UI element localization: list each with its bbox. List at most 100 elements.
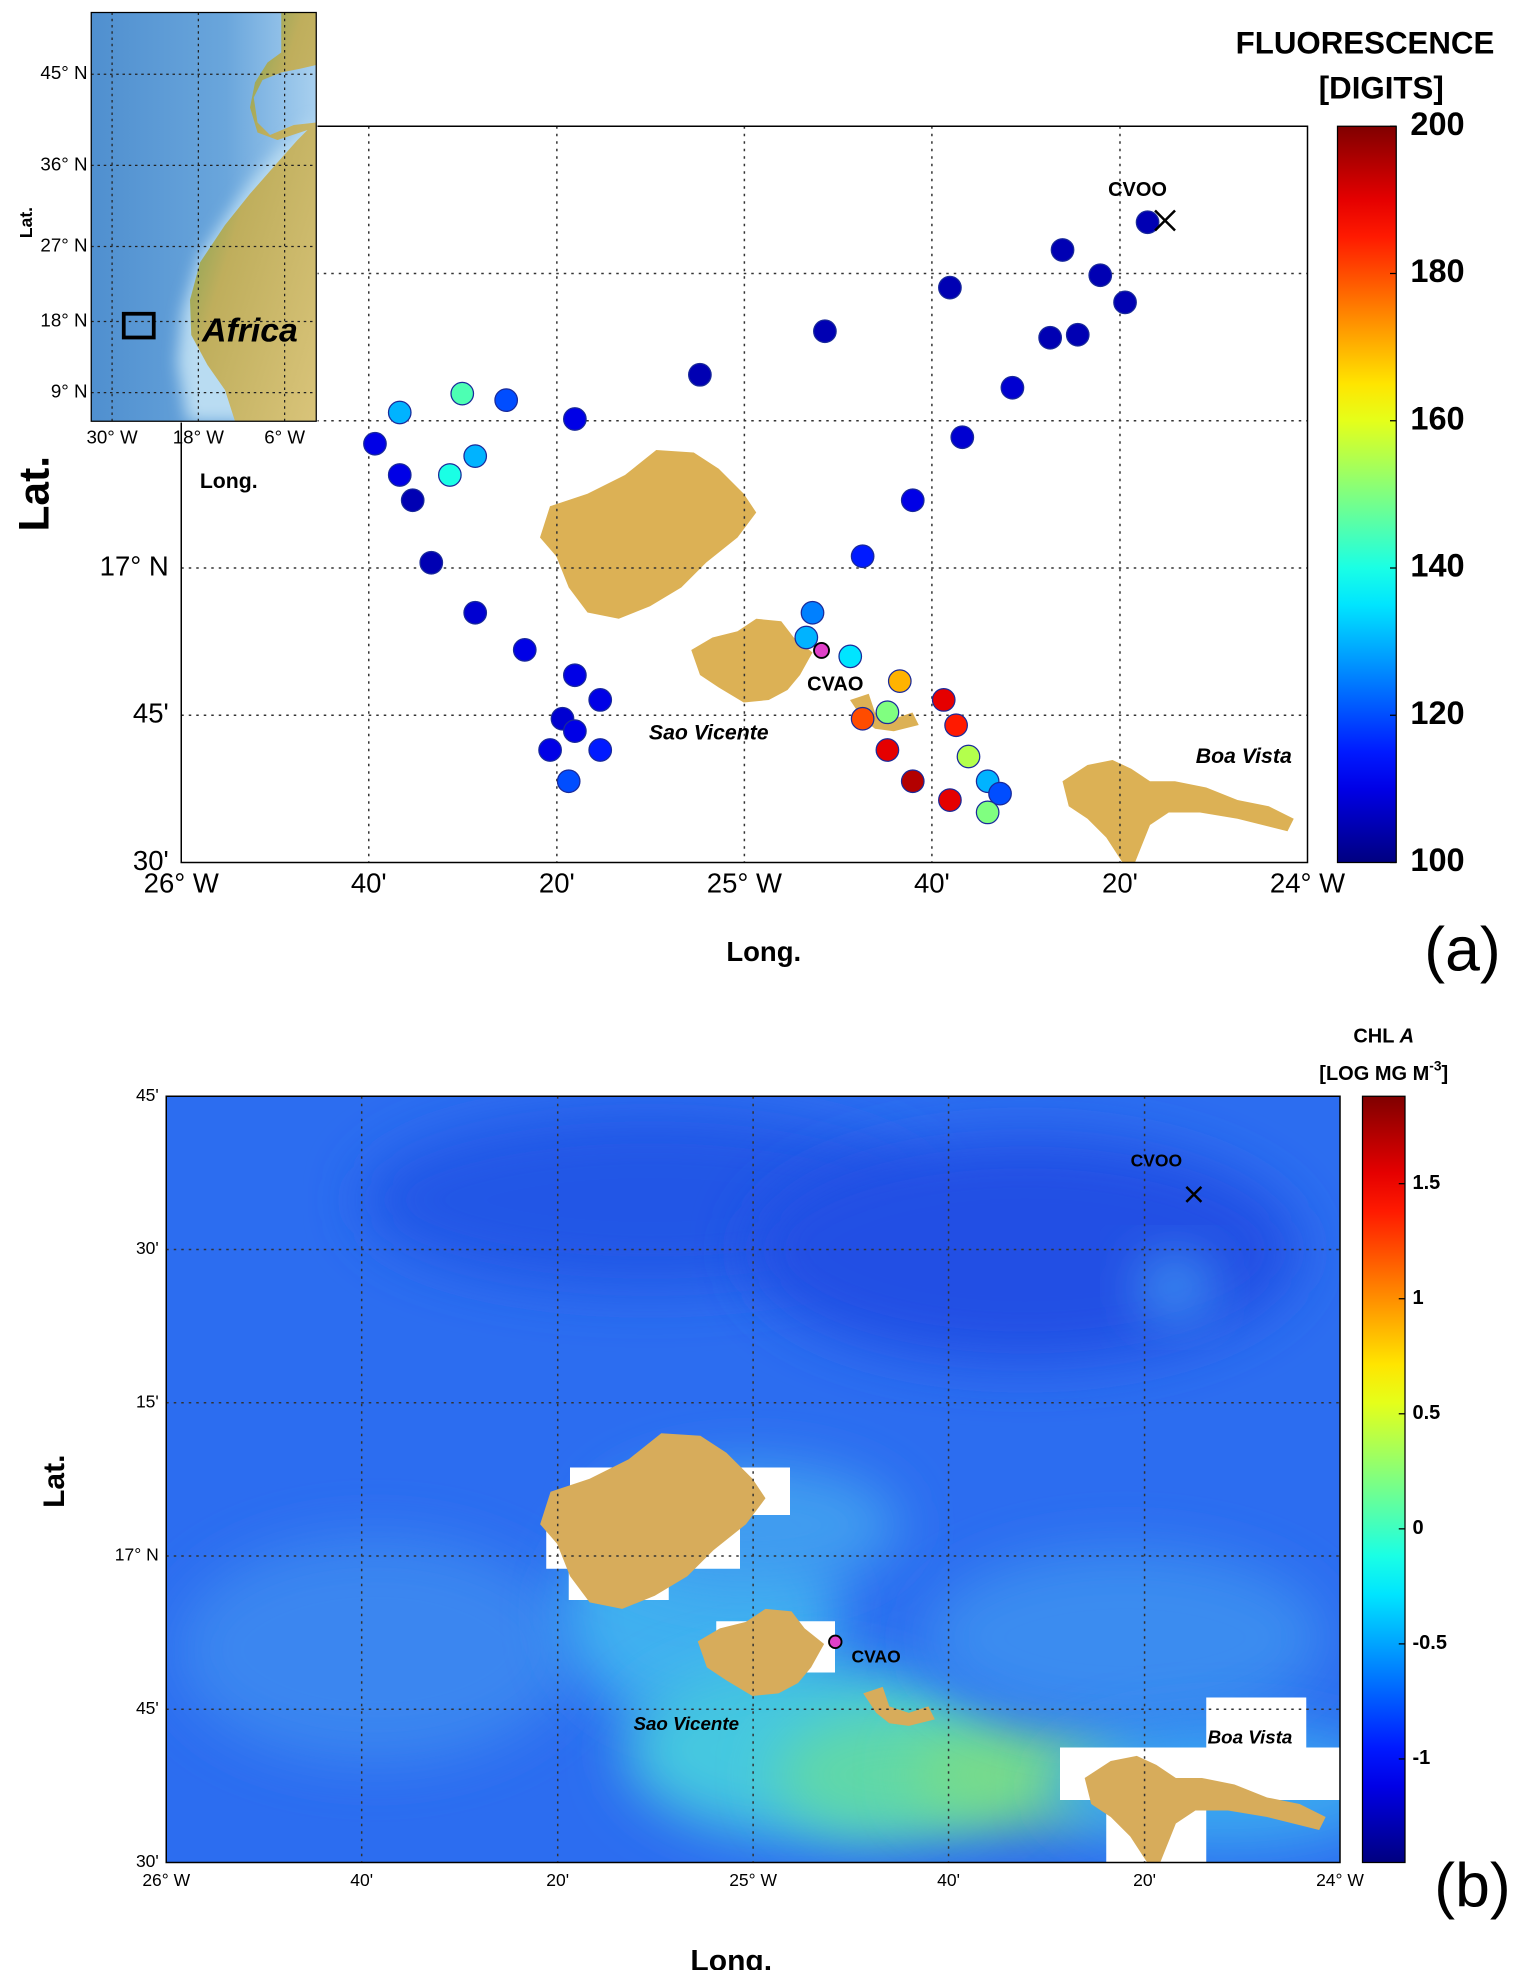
island-label: Boa Vista [1208,1727,1293,1748]
track-point [562,719,587,744]
island [1062,760,1294,863]
x-tick-label: 6° W [264,427,305,448]
x-tick-label: 40' [350,1870,373,1890]
track-point [887,669,912,693]
track-point [387,400,412,425]
track-point [400,488,425,513]
region-label: Africa [201,311,298,349]
track-point [900,769,925,794]
track-point [875,700,900,725]
colorbar-tick-label: -1 [1413,1747,1431,1769]
track-point [975,800,1000,825]
track-point [950,425,975,450]
colorbar-title-part: CHL [1353,1026,1399,1048]
x-axis-label: Long. [690,1944,772,1970]
colorbar-tick-label: 140 [1410,548,1464,584]
map-frame [180,125,1309,864]
track-point [556,769,581,794]
inset-content: Africa [91,12,317,422]
track-point [562,407,587,431]
colorbar-tick-label: 1 [1413,1287,1424,1309]
station-marker [828,1634,843,1650]
colorbar-title: [DIGITS] [1319,70,1444,105]
colorbar-title-part: [LOG MG M [1319,1063,1429,1085]
station-marker [1154,209,1176,232]
track-point [931,688,956,712]
colorbar-tick-label: 180 [1410,253,1464,289]
track-point [588,688,613,712]
colorbar [1361,1095,1406,1864]
y-tick-label: 17° N [100,550,169,581]
track-point [1135,210,1160,235]
track-point [363,431,387,456]
track-point [1088,263,1113,288]
track-point [1038,325,1063,350]
y-tick-label: 45' [136,1085,159,1105]
x-tick-label: 25° W [707,867,782,898]
x-tick-label: 40' [914,867,950,898]
y-tick-label: 9° N [51,381,88,402]
y-tick-label: 17° N [115,1545,159,1565]
y-tick-label: 36° N [40,153,87,174]
island [697,1608,825,1696]
island [691,618,813,703]
colorbar-tick-label: 1.5 [1413,1172,1441,1194]
ocean-shade [1137,1256,1213,1319]
track-point [988,781,1012,806]
colorbar-tick-label: 0.5 [1413,1402,1441,1424]
colorbar-title-part: ] [1442,1063,1449,1085]
y-axis-label: Lat. [16,207,36,238]
track-point [512,637,537,662]
station-marker [813,642,830,659]
track-point [562,663,587,688]
colorbar-title-part: A [1399,1026,1414,1048]
track-point [588,738,613,762]
y-axis-label: Lat. [38,1455,71,1508]
station-label: CVAO [852,1647,901,1667]
map-frame [165,1095,1341,1864]
y-tick-label: 15' [136,1391,159,1411]
y-tick-label: 30' [136,1238,159,1258]
x-tick-label: 30° W [86,427,138,448]
no-data [1206,1697,1307,1748]
track-point [387,463,412,487]
colorbar-title: FLUORESCENCE [1236,25,1495,60]
track-point [956,744,981,769]
track-point [450,381,475,406]
track-point [944,713,968,738]
track-point [1000,375,1025,400]
island-label: Sao Vicente [649,720,769,744]
panel_b: 26° W 40' 20' 25° W 40' 20' 24° W 30' 45' 17° N 15… [115,1026,1448,1890]
x-tick-label: 20' [546,1870,569,1890]
colorbar-tick-label: 160 [1410,400,1464,436]
y-tick-label: 18° N [40,309,87,330]
colorbar [1336,125,1397,864]
track-point [1050,238,1075,262]
ocean-shade [925,1550,1325,1725]
ocean-shade [175,1537,576,1763]
y-tick-label: 45' [136,1698,159,1718]
x-tick-label: 20' [1102,867,1138,898]
x-tick-label: 26° W [142,1870,190,1890]
x-tick-label: 20' [1133,1870,1156,1890]
track-point [463,444,488,468]
island-label: Sao Vicente [633,1713,739,1734]
track-point [838,644,863,669]
colorbar-tick-label: -0.5 [1413,1632,1447,1654]
island [540,450,757,619]
x-tick-label: 25° W [729,1870,777,1890]
island [863,1686,935,1726]
colorbar-title: [LOG MG M-3] [1319,1058,1448,1085]
track-point [437,463,462,487]
y-tick-label: 30' [136,1851,159,1871]
island-label: Boa Vista [1196,744,1292,768]
track-point [494,388,519,413]
colorbar-tick-label: 200 [1410,106,1464,142]
y-tick-label: 45' [133,698,169,729]
study-area-box [121,311,156,340]
y-axis-label: Lat. [12,456,59,532]
track-point [900,488,925,513]
track-point [813,319,837,344]
station-label: CVAO [807,674,863,696]
